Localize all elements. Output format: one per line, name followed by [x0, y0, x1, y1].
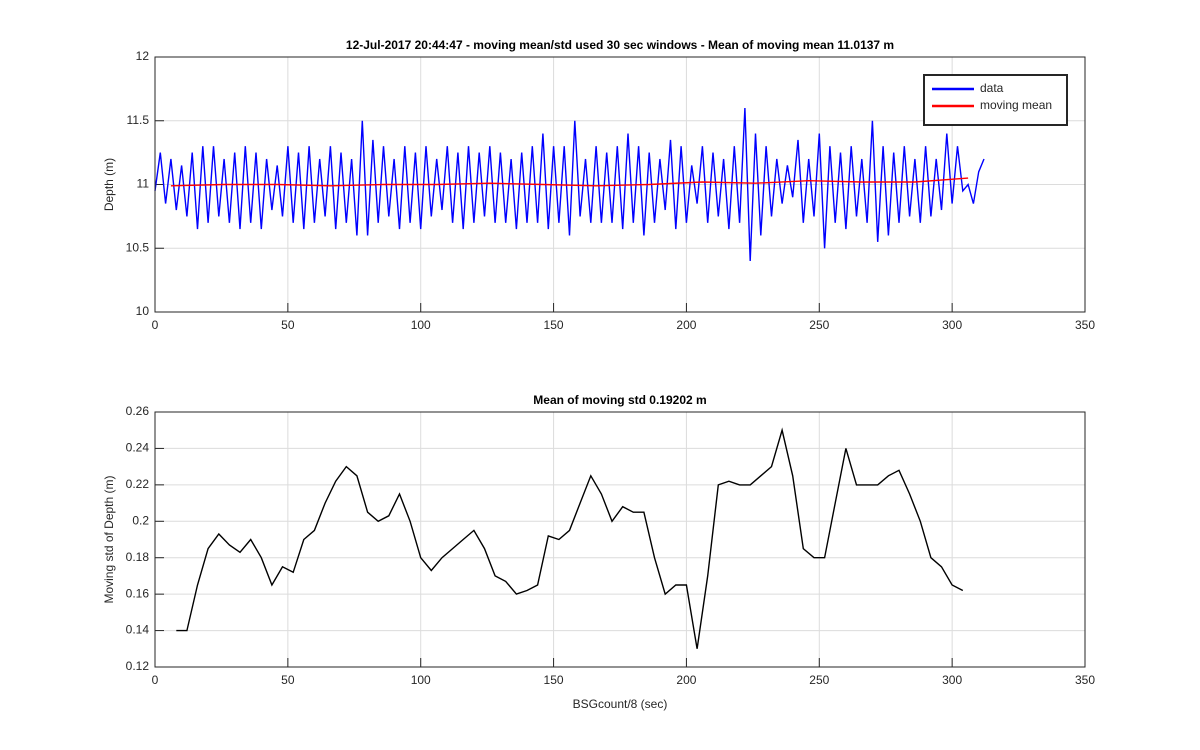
x-tick-label: 50 — [281, 318, 295, 332]
x-tick-label: 50 — [281, 673, 295, 687]
series-line — [154, 107, 985, 262]
x-tick-label: 250 — [809, 318, 829, 332]
chart-title: Mean of moving std 0.19202 m — [533, 393, 706, 407]
x-tick-label: 350 — [1075, 318, 1095, 332]
y-tick-label: 0.18 — [126, 550, 150, 564]
x-tick-label: 200 — [676, 673, 696, 687]
y-tick-label: 10.5 — [126, 240, 150, 254]
plot-area — [155, 412, 1085, 667]
x-axis-label: BSGcount/8 (sec) — [573, 697, 668, 711]
x-tick-label: 150 — [544, 673, 564, 687]
y-tick-label: 0.26 — [126, 404, 150, 418]
legend-box — [923, 74, 1068, 126]
y-tick-label: 0.2 — [132, 513, 149, 527]
y-tick-label: 11 — [137, 177, 150, 191]
x-tick-label: 350 — [1075, 673, 1095, 687]
x-tick-label: 100 — [411, 673, 431, 687]
x-tick-label: 0 — [152, 673, 159, 687]
y-tick-label: 0.16 — [126, 586, 150, 600]
y-tick-label: 10 — [136, 304, 150, 318]
series-line — [176, 427, 964, 649]
legend-label: data — [980, 81, 1004, 95]
y-tick-label: 0.14 — [126, 623, 150, 637]
chart-title: 12-Jul-2017 20:44:47 - moving mean/std u… — [346, 38, 894, 52]
y-tick-label: 12 — [136, 49, 150, 63]
x-tick-label: 100 — [411, 318, 431, 332]
series-line — [170, 177, 969, 187]
y-axis-label: Moving std of Depth (m) — [102, 475, 116, 603]
x-tick-label: 150 — [544, 318, 564, 332]
x-tick-label: 250 — [809, 673, 829, 687]
y-axis-label: Depth (m) — [102, 158, 116, 211]
x-tick-label: 300 — [942, 318, 962, 332]
y-tick-label: 0.24 — [126, 441, 150, 455]
y-tick-label: 0.22 — [126, 477, 150, 491]
x-tick-label: 0 — [152, 318, 159, 332]
axes-box — [154, 411, 1086, 668]
axes-box — [154, 56, 1086, 313]
y-tick-label: 11.5 — [127, 113, 150, 127]
x-tick-label: 200 — [676, 318, 696, 332]
y-tick-label: 0.12 — [126, 659, 150, 673]
legend-label: moving mean — [980, 98, 1052, 112]
x-tick-label: 300 — [942, 673, 962, 687]
